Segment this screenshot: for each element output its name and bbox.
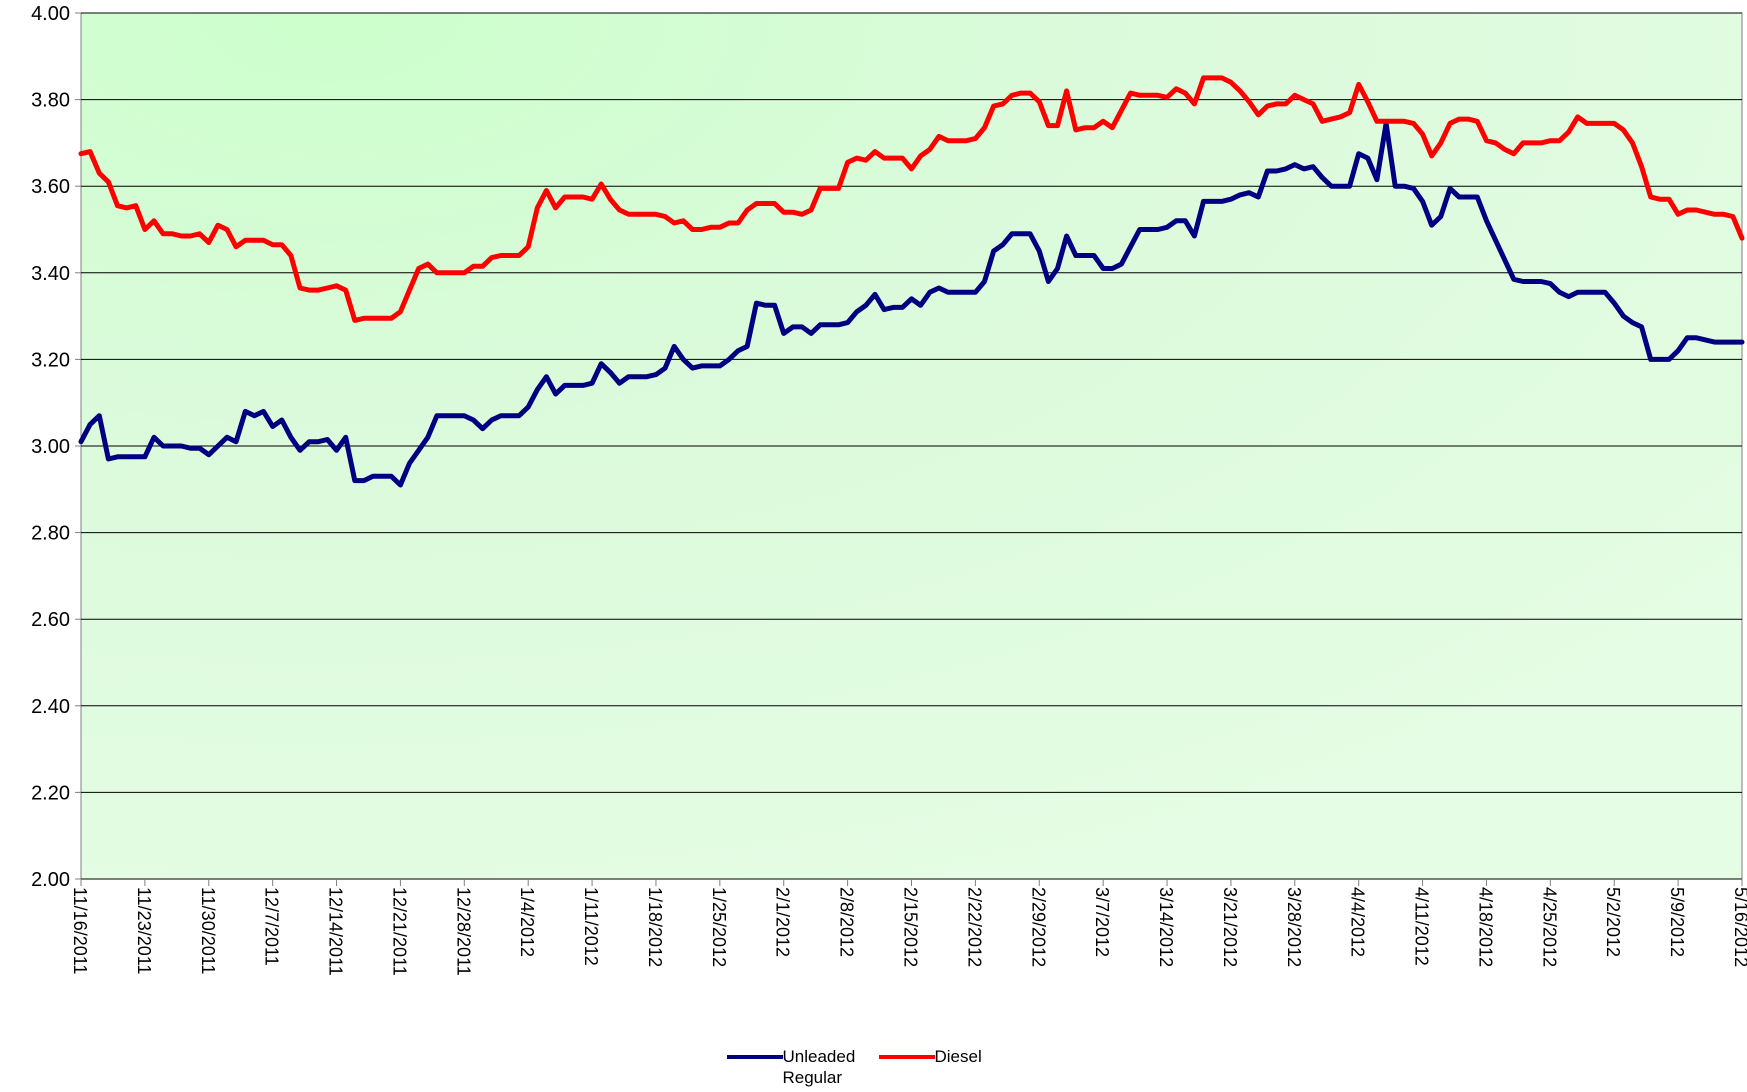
x-tick-label: 2/29/2012 <box>1028 887 1048 967</box>
x-tick-label: 4/11/2012 <box>1412 887 1432 966</box>
x-tick-label: 12/28/2011 <box>453 887 473 976</box>
legend-swatch <box>878 1055 935 1059</box>
x-tick-label: 5/16/2012 <box>1731 887 1747 967</box>
x-tick-label: 11/30/2011 <box>198 887 218 974</box>
y-tick-label: 4.00 <box>31 3 70 25</box>
legend-label: Unleaded Regular <box>782 1047 856 1087</box>
x-tick-label: 12/14/2011 <box>326 887 346 976</box>
x-tick-label: 1/11/2012 <box>581 887 601 966</box>
x-tick-label: 3/21/2012 <box>1220 887 1240 967</box>
y-tick-label: 2.20 <box>31 782 70 804</box>
x-tick-label: 1/4/2012 <box>517 887 537 957</box>
legend-item: Diesel <box>878 1046 1021 1088</box>
x-tick-label: 3/7/2012 <box>1092 887 1112 957</box>
y-tick-label: 2.40 <box>31 696 70 718</box>
legend-item: Unleaded Regular <box>726 1046 869 1088</box>
x-tick-label: 2/8/2012 <box>837 887 857 957</box>
chart: 2.00 2.20 2.40 2.60 2.80 3.00 3.20 3.40 3.60 3.80… <box>31 3 1747 976</box>
x-tick-label: 2/1/2012 <box>773 887 793 957</box>
x-tick-label: 3/28/2012 <box>1284 887 1304 967</box>
y-tick-label: 3.40 <box>31 263 70 285</box>
y-tick-label: 3.00 <box>31 436 70 458</box>
x-tick-label: 11/23/2011 <box>134 887 154 974</box>
y-tick-label: 3.80 <box>31 90 70 112</box>
x-tick-label: 2/22/2012 <box>964 887 984 967</box>
series-line <box>78 120 1745 488</box>
legend-swatch <box>726 1055 783 1059</box>
y-tick-label: 2.80 <box>31 523 70 545</box>
series-line <box>78 75 1745 323</box>
x-tick-label: 4/4/2012 <box>1348 887 1368 957</box>
x-tick-label: 11/16/2011 <box>70 887 90 974</box>
y-tick-label: 2.60 <box>31 609 70 631</box>
y-tick-label: 3.20 <box>31 349 70 371</box>
y-tick-label: 2.00 <box>31 869 70 891</box>
x-tick-label: 12/7/2011 <box>262 887 282 966</box>
x-tick-label: 2/15/2012 <box>901 887 921 967</box>
x-tick-label: 5/9/2012 <box>1667 887 1687 957</box>
x-tick-label: 1/18/2012 <box>645 887 665 967</box>
y-tick-label: 3.60 <box>31 176 70 198</box>
legend-label: Diesel <box>934 1047 982 1066</box>
x-tick-label: 3/14/2012 <box>1156 887 1176 967</box>
x-tick-label: 5/2/2012 <box>1603 887 1623 957</box>
x-tick-label: 1/25/2012 <box>709 887 729 967</box>
x-tick-label: 12/21/2011 <box>389 887 409 976</box>
legend: Unleaded Regular Diesel <box>0 1046 1747 1088</box>
x-tick-label: 4/18/2012 <box>1475 887 1495 967</box>
x-tick-label: 4/25/2012 <box>1539 887 1559 967</box>
